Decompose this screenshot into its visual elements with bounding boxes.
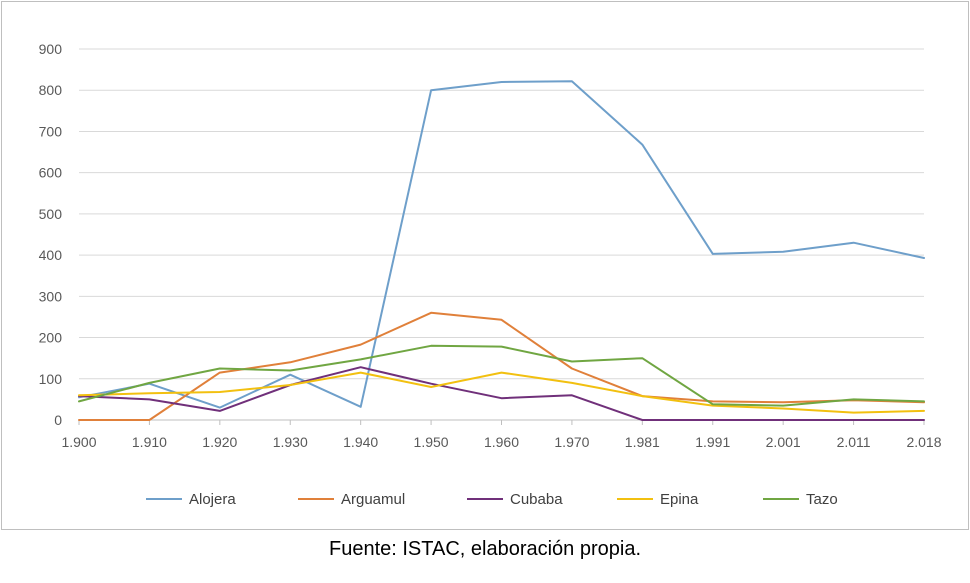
x-tick-label: 2.011 [837, 434, 871, 450]
chart-area: 0 100 200 300 400 500 600 700 800 900 1.900 1.910 1.… [1, 1, 969, 530]
y-tick-label: 500 [39, 206, 63, 222]
series-line-alojera [78, 80, 925, 409]
legend-label-arguamul: Arguamul [341, 491, 405, 508]
legend-label-cubaba: Cubaba [510, 491, 563, 508]
legend-label-epina: Epina [660, 491, 699, 508]
gridlines [79, 48, 924, 380]
series-line-arguamul [78, 311, 925, 421]
x-tick-label: 2.001 [766, 434, 801, 450]
y-tick-label: 400 [39, 247, 63, 263]
legend-label-tazo: Tazo [806, 491, 838, 508]
legend-label-alojera: Alojera [189, 491, 236, 508]
y-tick-label: 700 [39, 123, 63, 139]
series-line-cubaba [78, 366, 925, 421]
x-tick-label: 1.940 [343, 434, 378, 450]
x-tick-label: 1.950 [414, 434, 449, 450]
legend: Alojera Arguamul Cubaba Epina Tazo [146, 491, 838, 508]
x-tick-label: 1.991 [695, 434, 730, 450]
x-tick-label: 1.970 [554, 434, 589, 450]
y-tick-label: 600 [39, 165, 63, 181]
x-tick-label: 1.910 [132, 434, 167, 450]
y-tick-label: 200 [39, 330, 63, 346]
y-tick-label: 300 [39, 288, 63, 304]
x-tick-label: 1.900 [61, 434, 96, 450]
source-caption: Fuente: ISTAC, elaboración propia. [328, 538, 642, 560]
series-lines [78, 80, 925, 421]
x-tick-label: 1.920 [202, 434, 237, 450]
y-tick-label: 800 [39, 82, 63, 98]
y-tick-label: 100 [39, 371, 63, 387]
x-tick-label: 1.930 [273, 434, 308, 450]
x-tick-label: 1.981 [625, 434, 660, 450]
x-tick-label: 2.018 [906, 434, 941, 450]
axes: 0 100 200 300 400 500 600 700 800 900 1.900 1.910 1.… [39, 41, 942, 450]
series-line-epina [78, 371, 925, 414]
x-tick-label: 1.960 [484, 434, 519, 450]
y-tick-label: 0 [54, 412, 62, 428]
series-line-tazo [78, 344, 925, 407]
y-tick-label: 900 [39, 41, 63, 57]
line-chart: 0 100 200 300 400 500 600 700 800 900 1.900 1.910 1.… [39, 41, 942, 508]
